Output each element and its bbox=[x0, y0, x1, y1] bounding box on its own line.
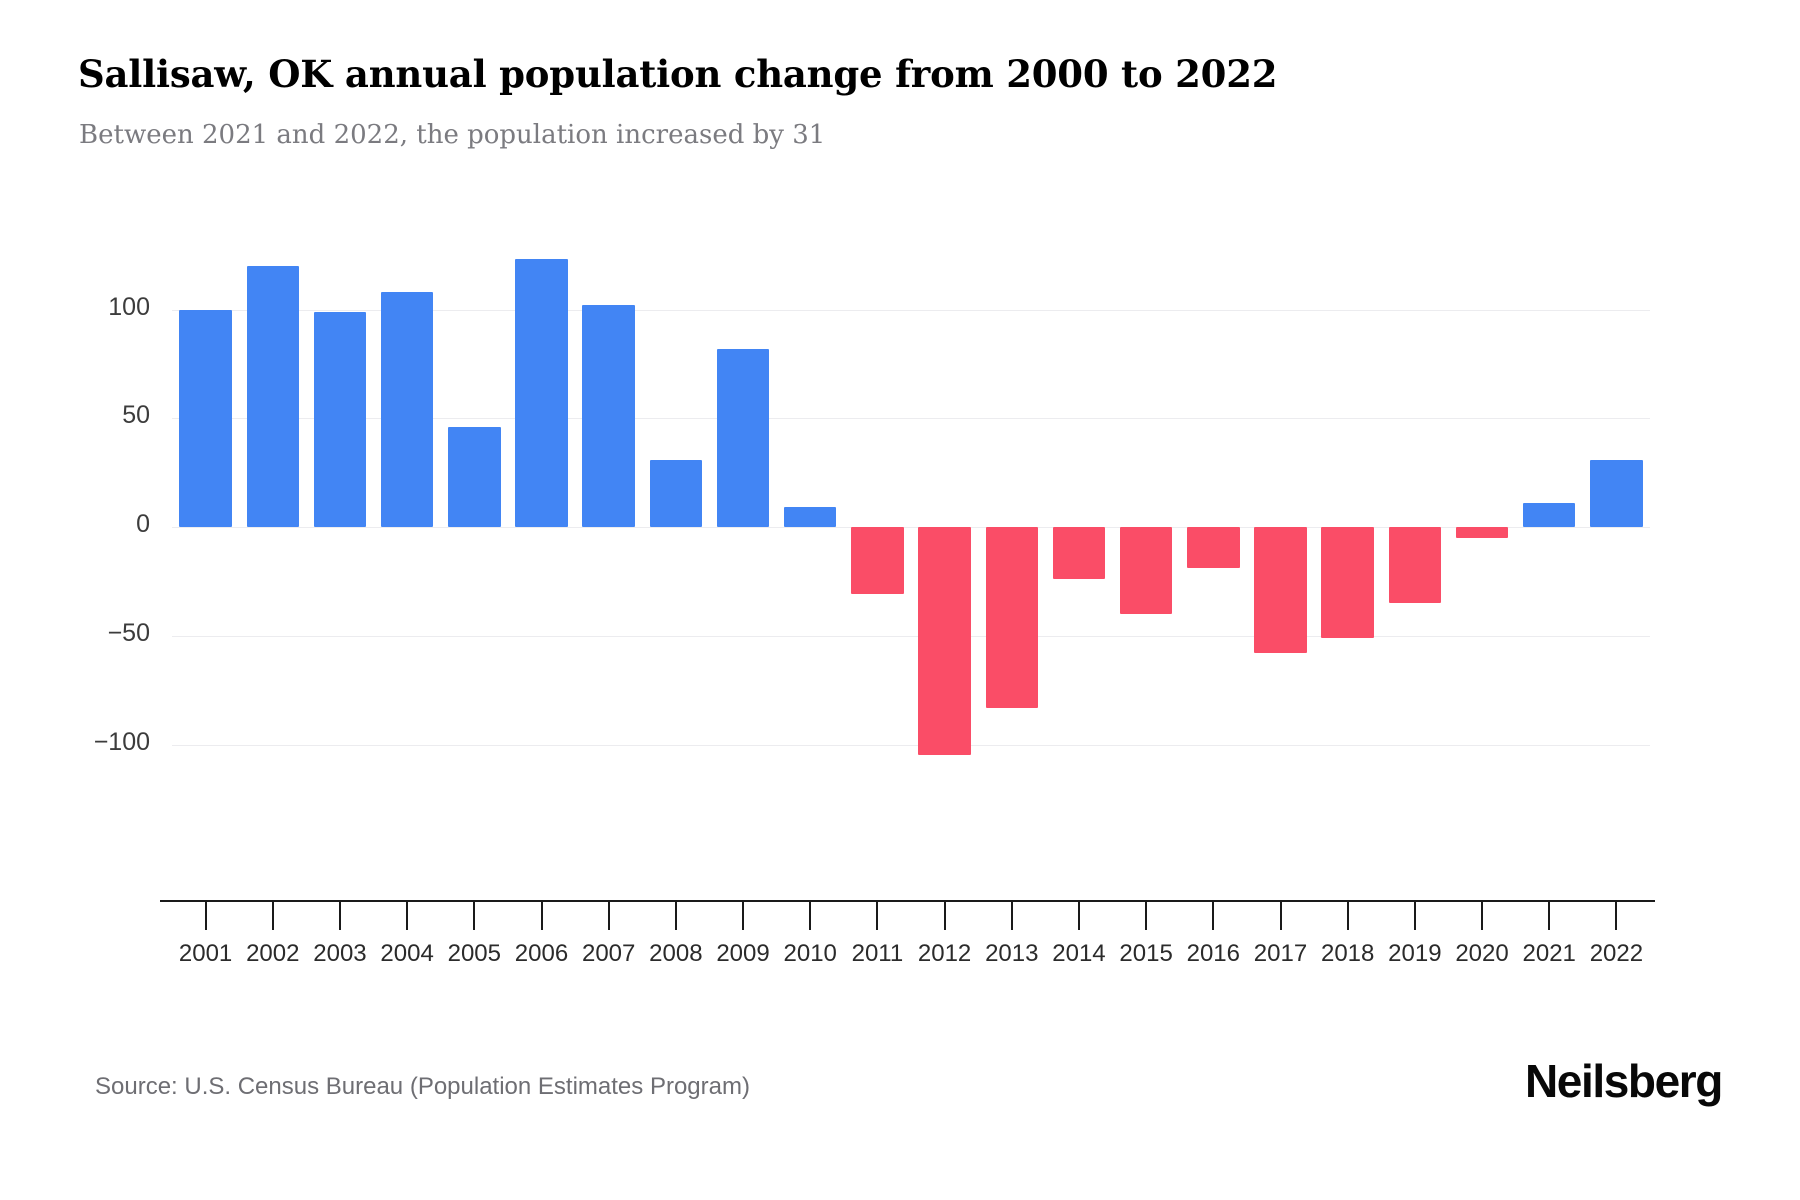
x-axis-tick bbox=[1548, 902, 1551, 930]
y-axis-tick-label: −50 bbox=[107, 618, 150, 647]
x-axis-tick bbox=[1212, 902, 1215, 930]
bar-2021[interactable] bbox=[1523, 503, 1576, 527]
bar-2020[interactable] bbox=[1455, 527, 1509, 538]
y-gridline bbox=[172, 309, 1650, 311]
x-axis-tick-label-2012: 2012 bbox=[917, 940, 972, 967]
bar-2001[interactable] bbox=[179, 309, 232, 527]
x-axis-tick bbox=[204, 902, 207, 930]
y-gridline bbox=[172, 418, 1650, 420]
x-axis-tick bbox=[1010, 902, 1013, 930]
bar-2011[interactable] bbox=[851, 527, 904, 595]
x-axis-tick bbox=[1413, 902, 1416, 930]
bar-2013[interactable] bbox=[985, 527, 1038, 708]
x-axis-tick-label-2003: 2003 bbox=[313, 940, 367, 967]
x-axis-tick bbox=[473, 902, 476, 930]
x-axis-tick-label-2014: 2014 bbox=[1052, 940, 1106, 967]
x-axis-tick-label-2020: 2020 bbox=[1455, 940, 1509, 967]
bar-2014[interactable] bbox=[1052, 527, 1106, 580]
x-axis-tick-label-2018: 2018 bbox=[1320, 940, 1375, 967]
x-axis-tick-label-2010: 2010 bbox=[783, 940, 837, 967]
y-gridline bbox=[172, 635, 1650, 637]
x-axis-tick-label-2005: 2005 bbox=[447, 940, 501, 967]
bar-2005[interactable] bbox=[448, 426, 501, 527]
x-axis-tick-label-2017: 2017 bbox=[1253, 940, 1308, 967]
x-axis-tick-label-2007: 2007 bbox=[581, 940, 636, 967]
chart-subtitle: Between 2021 and 2022, the population in… bbox=[79, 120, 826, 150]
bar-2006[interactable] bbox=[515, 259, 568, 527]
bar-2009[interactable] bbox=[716, 348, 770, 527]
x-axis-tick bbox=[1077, 902, 1080, 930]
bar-2022[interactable] bbox=[1590, 459, 1643, 527]
bar-2010[interactable] bbox=[784, 507, 837, 527]
x-axis-tick-label-2002: 2002 bbox=[246, 940, 300, 967]
bar-2019[interactable] bbox=[1388, 527, 1442, 604]
x-axis-tick bbox=[809, 902, 812, 930]
brand-logo: Neilsberg bbox=[1524, 1055, 1723, 1107]
x-axis-tick bbox=[943, 902, 946, 930]
bar-2008[interactable] bbox=[649, 459, 703, 527]
bar-2012[interactable] bbox=[918, 527, 971, 756]
bar-2007[interactable] bbox=[582, 305, 635, 527]
y-axis-tick-label: 100 bbox=[108, 292, 150, 321]
x-axis-tick-label-2013: 2013 bbox=[985, 940, 1039, 967]
bar-2016[interactable] bbox=[1187, 527, 1240, 569]
x-axis-tick bbox=[271, 902, 274, 930]
x-axis-tick-label-2011: 2011 bbox=[851, 940, 904, 967]
x-axis-tick bbox=[1279, 902, 1282, 930]
page-title: Sallisaw, OK annual population change fr… bbox=[78, 52, 1278, 96]
x-axis-line bbox=[160, 900, 1655, 902]
x-axis-tick-label-2009: 2009 bbox=[716, 940, 770, 967]
x-axis-tick bbox=[1145, 902, 1148, 930]
y-axis-tick-label: 0 bbox=[136, 510, 150, 538]
x-axis-tick bbox=[876, 902, 879, 930]
x-axis-tick-label-2008: 2008 bbox=[649, 940, 703, 967]
bar-2017[interactable] bbox=[1254, 527, 1307, 654]
x-axis-tick bbox=[338, 902, 341, 930]
x-axis-tick bbox=[674, 902, 677, 930]
y-axis-tick-label: 50 bbox=[122, 401, 150, 430]
y-gridline bbox=[172, 527, 1650, 528]
x-axis-tick bbox=[1615, 902, 1618, 930]
x-axis-tick-label-2015: 2015 bbox=[1119, 940, 1173, 967]
x-axis-tick-label-2016: 2016 bbox=[1186, 940, 1240, 967]
x-axis-tick bbox=[406, 902, 409, 930]
y-gridline bbox=[172, 744, 1650, 746]
x-axis-tick-label-2019: 2019 bbox=[1388, 940, 1442, 967]
x-axis-tick-label-2021: 2021 bbox=[1522, 940, 1576, 967]
bar-2002[interactable] bbox=[246, 266, 299, 527]
x-axis-tick bbox=[1481, 902, 1484, 930]
bar-2018[interactable] bbox=[1321, 527, 1374, 638]
x-axis-tick-label-2022: 2022 bbox=[1589, 940, 1644, 967]
x-axis-tick-label-2001: 2001 bbox=[178, 940, 233, 967]
source-note: Source: U.S. Census Bureau (Population E… bbox=[95, 1073, 750, 1100]
x-axis-tick-label-2006: 2006 bbox=[514, 940, 569, 967]
x-axis-tick bbox=[607, 902, 610, 930]
y-axis-tick-label: −100 bbox=[93, 727, 150, 756]
bar-2003[interactable] bbox=[313, 311, 367, 527]
bar-2015[interactable] bbox=[1119, 527, 1173, 614]
x-axis-tick bbox=[1346, 902, 1349, 930]
x-axis-tick bbox=[540, 902, 543, 930]
x-axis-tick-label-2004: 2004 bbox=[380, 940, 434, 967]
bar-2004[interactable] bbox=[380, 292, 434, 527]
x-axis-tick bbox=[742, 902, 745, 930]
